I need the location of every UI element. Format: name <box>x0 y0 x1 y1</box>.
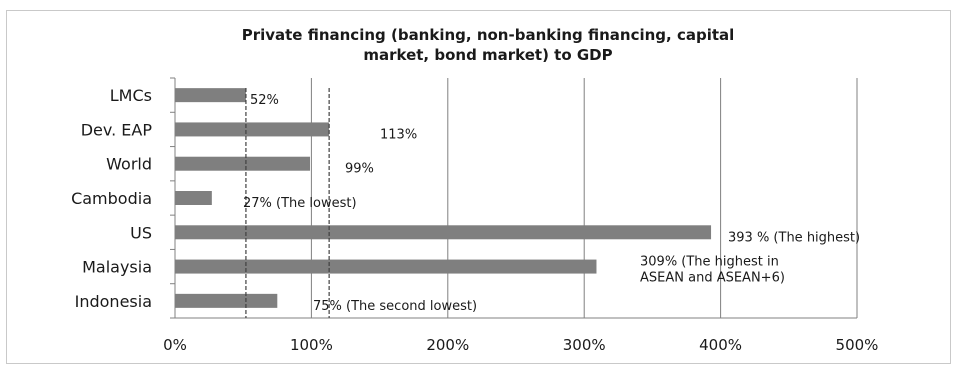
data-label: 27% (The lowest) <box>243 196 357 211</box>
x-tick-label: 300% <box>563 336 606 354</box>
category-label: Dev. EAP <box>81 120 153 139</box>
data-label: 393 % (The highest) <box>728 230 860 245</box>
data-label: 113% <box>380 127 417 142</box>
data-labels: 52% 113% 99% 27% (The lowest) 393 % (The hig… <box>243 93 860 314</box>
bar-lmcs <box>175 88 246 103</box>
chart-title-line-1: Private financing (banking, non-banking … <box>242 26 735 44</box>
data-label: 75% (The second lowest) <box>313 299 477 314</box>
chart-frame <box>6 10 951 364</box>
data-label: ASEAN and ASEAN+6) <box>640 271 785 286</box>
data-label: 52% <box>250 93 279 108</box>
bar-dev-eap <box>175 122 330 137</box>
data-label: 309% (The highest in <box>640 255 779 270</box>
x-tick-labels: 0% 100% 200% 300% 400% 500% <box>163 336 878 354</box>
bar-us <box>175 225 712 240</box>
bar-world <box>175 156 311 171</box>
category-label: World <box>106 155 152 174</box>
category-label: Cambodia <box>71 189 152 208</box>
x-tick-label: 500% <box>836 336 879 354</box>
x-tick-label: 100% <box>290 336 333 354</box>
bar-malaysia <box>175 259 597 274</box>
chart-title-line-2: market, bond market) to GDP <box>363 46 612 64</box>
x-tick-label: 0% <box>163 336 187 354</box>
x-tick-label: 400% <box>699 336 742 354</box>
reference-lines <box>245 88 330 318</box>
x-tick-label: 200% <box>426 336 469 354</box>
bar-indonesia <box>175 293 278 308</box>
category-label: LMCs <box>110 86 152 105</box>
gridlines <box>310 78 858 318</box>
bar-cambodia <box>175 191 212 205</box>
category-label: Malaysia <box>82 258 152 277</box>
bars <box>175 88 712 308</box>
category-label: Indonesia <box>75 292 152 311</box>
category-labels: LMCs Dev. EAP World Cambodia US Malaysia Indon… <box>71 86 152 311</box>
category-label: US <box>130 223 152 242</box>
data-label: 99% <box>345 162 374 177</box>
chart-title: Private financing (banking, non-banking … <box>242 26 735 64</box>
